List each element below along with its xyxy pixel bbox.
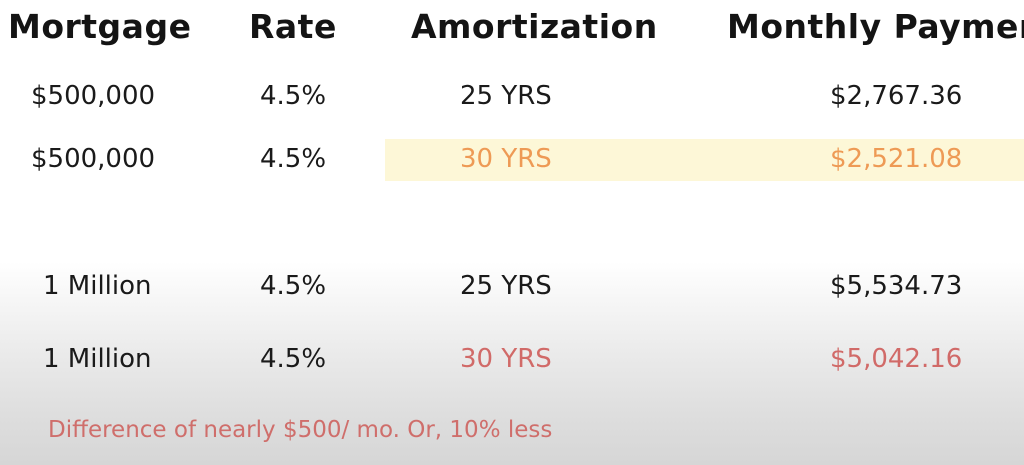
- row-3-mortgage: 1 Million: [43, 271, 152, 301]
- header-rate: Rate: [249, 7, 337, 46]
- header-mortgage: Mortgage: [8, 7, 192, 46]
- row-2-rate: 4.5%: [260, 144, 327, 174]
- row-1-amortization: 25 YRS: [460, 81, 552, 111]
- row-4-rate: 4.5%: [260, 344, 327, 374]
- row-2-amortization: 30 YRS: [460, 144, 552, 174]
- row-2-payment: $2,521.08: [830, 144, 963, 174]
- row-1-mortgage: $500,000: [31, 81, 156, 111]
- row-3-rate: 4.5%: [260, 271, 327, 301]
- row-3-amortization: 25 YRS: [460, 271, 552, 301]
- row-3-payment: $5,534.73: [830, 271, 963, 301]
- header-amortization: Amortization: [411, 7, 658, 46]
- row-4-payment: $5,042.16: [830, 344, 963, 374]
- row-4-mortgage: 1 Million: [43, 344, 152, 374]
- difference-note: Difference of nearly $500/ mo. Or, 10% l…: [48, 417, 553, 443]
- highlight-band: [385, 139, 1024, 181]
- row-1-rate: 4.5%: [260, 81, 327, 111]
- row-4-amortization: 30 YRS: [460, 344, 552, 374]
- row-1-payment: $2,767.36: [830, 81, 963, 111]
- row-2-mortgage: $500,000: [31, 144, 156, 174]
- header-monthly-payment: Monthly Paymen: [727, 7, 1024, 46]
